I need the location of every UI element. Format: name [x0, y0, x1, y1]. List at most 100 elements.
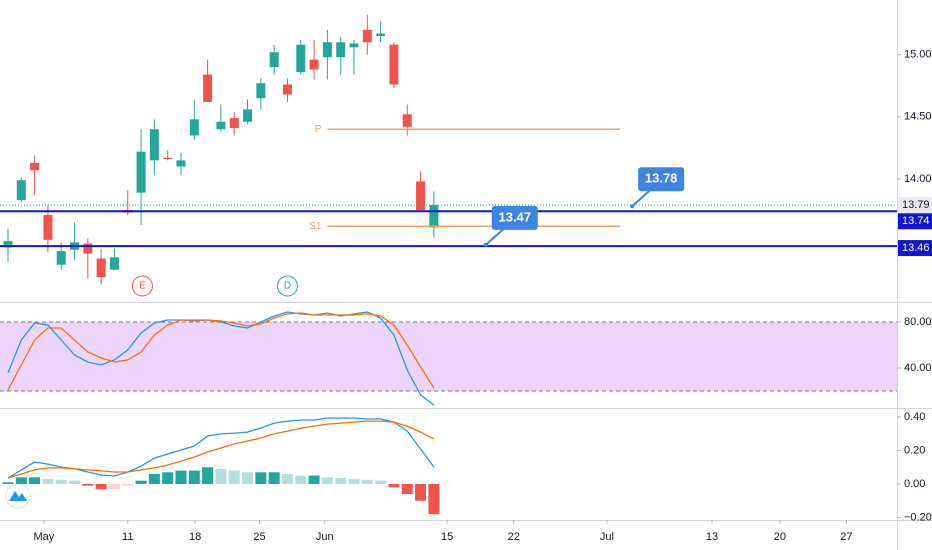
x-tick-label: 11 — [122, 531, 133, 543]
last-price-box — [898, 197, 932, 214]
candle-body — [83, 243, 93, 254]
histogram-bar — [15, 477, 27, 485]
y-tick-label: 14.50 — [904, 111, 932, 123]
candle-body — [229, 118, 239, 129]
event-label: E — [139, 281, 146, 292]
y-tick-label: 14.00 — [904, 173, 932, 185]
x-tick-label: 20 — [774, 531, 786, 543]
note-anchor — [483, 242, 488, 247]
candle-body — [3, 241, 13, 248]
x-tick-label: 18 — [189, 531, 201, 543]
x-tick-label: 15 — [441, 531, 453, 543]
note-pointer — [631, 188, 652, 208]
candle-body — [30, 162, 40, 171]
price-label-box — [898, 213, 932, 230]
candle-body — [376, 33, 386, 37]
histogram-bar — [268, 472, 280, 485]
histogram-bar — [95, 484, 107, 490]
histogram-bar — [295, 475, 307, 485]
indicator-line — [7, 420, 435, 479]
candle-body — [429, 205, 439, 228]
histogram-bar — [428, 484, 440, 515]
logo — [5, 483, 31, 509]
histogram-bar — [148, 473, 160, 485]
indicator-line — [7, 417, 435, 479]
candle-body — [176, 160, 186, 167]
candle-body — [16, 180, 26, 201]
x-tick-label: 13 — [706, 531, 718, 543]
histogram-bar — [281, 473, 293, 485]
histogram-bar — [188, 470, 200, 485]
histogram-bar — [335, 478, 347, 485]
note-label: 13.78 — [645, 171, 678, 186]
y-tick-label: 40.00 — [904, 362, 932, 374]
histogram-bar — [308, 475, 320, 485]
x-tick-label: 25 — [253, 531, 265, 543]
y-tick-label: 15.00 — [904, 49, 932, 61]
histogram-bar — [175, 470, 187, 485]
pivot-label: P — [315, 124, 322, 135]
histogram-bar — [348, 478, 360, 485]
histogram-bar — [401, 484, 413, 495]
candle-body — [243, 109, 253, 122]
candle-body — [136, 151, 146, 193]
event-marker — [131, 275, 153, 297]
candle-body — [56, 251, 66, 265]
indicator-line — [7, 312, 435, 391]
histogram-bar — [242, 472, 254, 485]
note-pointer — [485, 227, 506, 246]
histogram-bar — [202, 467, 214, 485]
histogram-bar — [388, 484, 400, 488]
pivot-label: S1 — [309, 221, 322, 232]
candle-body — [296, 44, 306, 73]
histogram-bar — [135, 480, 147, 485]
candle-body — [349, 43, 359, 48]
x-tick-label: Jul — [600, 531, 614, 543]
last-price-label: 13.79 — [902, 199, 930, 211]
histogram-bar — [215, 468, 227, 485]
candle-body — [309, 59, 319, 70]
histogram-bar — [55, 479, 67, 485]
candle-body — [336, 42, 346, 58]
histogram-bar — [228, 470, 240, 485]
note-box — [491, 205, 538, 230]
indicator-line — [7, 311, 435, 406]
histogram-bar — [69, 480, 81, 485]
event-label: D — [284, 281, 291, 292]
candle-body — [189, 119, 199, 136]
histogram-bar — [82, 484, 94, 486]
histogram-bar — [42, 478, 54, 485]
candle-body — [282, 84, 292, 95]
x-tick-label: May — [34, 531, 55, 543]
histogram-bar — [255, 472, 267, 485]
y-tick-label: 80.00 — [904, 316, 932, 328]
candle-body — [402, 114, 412, 127]
note-anchor — [630, 204, 635, 209]
histogram-bar — [122, 484, 134, 486]
candle-body — [109, 257, 119, 270]
price-label: 13.74 — [902, 215, 930, 227]
x-tick-label: Jun — [316, 531, 334, 543]
y-tick-label: 0.20 — [904, 444, 925, 456]
histogram-bar — [29, 477, 41, 485]
candle-body — [416, 181, 426, 211]
histogram-bar — [361, 479, 373, 485]
histogram-bar — [2, 482, 14, 485]
y-tick-label: 0.00 — [904, 478, 925, 490]
note-label: 13.47 — [498, 209, 531, 224]
x-tick-label: 27 — [840, 531, 852, 543]
band-fill — [0, 321, 897, 391]
price-label: 13.46 — [902, 242, 930, 254]
candle-body — [43, 215, 53, 240]
note-box — [638, 167, 685, 192]
histogram-bar — [375, 480, 387, 485]
histogram-bar — [415, 484, 427, 501]
event-marker — [276, 275, 298, 297]
y-tick-label: 0.40 — [904, 411, 925, 423]
candle-body — [216, 121, 226, 130]
candle-body — [389, 44, 399, 85]
candle-body — [203, 74, 213, 102]
candle-body — [149, 129, 159, 161]
